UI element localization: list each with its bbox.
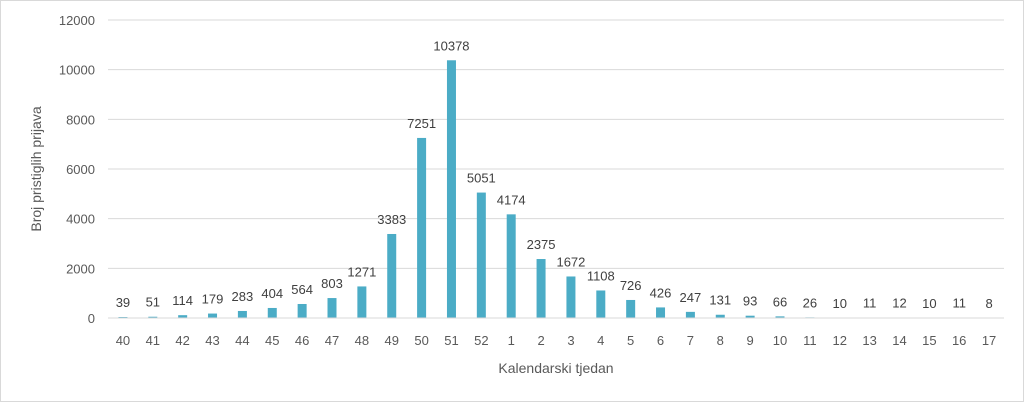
y-axis-title: Broj pristiglih prijava (28, 106, 44, 231)
x-tick-label: 5 (627, 333, 634, 348)
data-label: 7251 (407, 116, 436, 131)
data-labels: 39 51 114 179 283 404 564 803 1271 3383 7251 10378 5… (116, 38, 993, 311)
x-tick-label: 16 (952, 333, 966, 348)
x-tick-label: 8 (717, 333, 724, 348)
data-label: 1271 (347, 264, 376, 279)
data-label: 10 (922, 296, 936, 311)
y-tick-label: 6000 (66, 162, 95, 177)
y-tick-label: 8000 (66, 112, 95, 127)
x-tick-label: 49 (384, 333, 398, 348)
data-label: 564 (291, 282, 313, 297)
x-tick-label: 41 (146, 333, 160, 348)
x-tick-label: 43 (205, 333, 219, 348)
x-tick-label: 17 (982, 333, 996, 348)
x-tick-label: 10 (773, 333, 787, 348)
data-label: 426 (650, 285, 672, 300)
x-tick-label: 13 (862, 333, 876, 348)
bar (267, 307, 277, 318)
x-tick-label: 40 (116, 333, 130, 348)
data-label: 12 (892, 296, 906, 311)
data-label: 10 (832, 296, 846, 311)
bar (148, 316, 158, 318)
bar (178, 315, 188, 318)
x-tick-label: 46 (295, 333, 309, 348)
data-label: 803 (321, 276, 343, 291)
bar (237, 310, 247, 318)
y-tick-label: 0 (88, 311, 95, 326)
bar (417, 137, 427, 318)
data-label: 4174 (497, 192, 526, 207)
x-tick-label: 11 (803, 333, 817, 348)
y-tick-label: 12000 (59, 13, 95, 28)
x-tick-label: 42 (175, 333, 189, 348)
x-tick-label: 50 (414, 333, 428, 348)
bar (387, 233, 397, 318)
x-tick-label: 6 (657, 333, 664, 348)
data-label: 131 (709, 293, 731, 308)
data-label: 11 (952, 296, 966, 311)
data-label: 66 (773, 294, 787, 309)
bar (446, 60, 456, 319)
data-label: 1108 (587, 268, 615, 283)
gridlines (108, 19, 1004, 269)
x-tick-label: 44 (235, 333, 249, 348)
data-label: 10378 (433, 38, 469, 53)
x-axis-title: Kalendarski tjedan (498, 360, 613, 376)
x-tick-label: 2 (537, 333, 544, 348)
bar (476, 192, 486, 318)
bar (506, 214, 516, 318)
x-tick-label: 12 (832, 333, 846, 348)
y-tick-label: 2000 (66, 261, 95, 276)
y-axis-ticks: 0 2000 4000 6000 8000 10000 12000 (59, 13, 95, 326)
x-tick-label: 4 (597, 333, 604, 348)
bar (536, 259, 546, 318)
x-tick-label: 51 (444, 333, 458, 348)
bar (775, 316, 785, 318)
x-tick-label: 15 (922, 333, 936, 348)
bar (715, 314, 725, 318)
x-tick-label: 47 (325, 333, 339, 348)
x-tick-label: 3 (567, 333, 574, 348)
data-label: 179 (202, 292, 224, 307)
y-tick-label: 10000 (59, 63, 95, 78)
bar (596, 290, 606, 318)
data-label: 5051 (467, 171, 496, 186)
x-tick-label: 45 (265, 333, 279, 348)
x-tick-label: 1 (508, 333, 515, 348)
data-label: 51 (146, 295, 160, 310)
data-label: 247 (680, 290, 702, 305)
bar (626, 299, 636, 318)
bar (745, 315, 755, 318)
x-tick-label: 48 (355, 333, 369, 348)
data-label: 8 (985, 296, 992, 311)
bar (297, 303, 307, 318)
bar (685, 311, 695, 318)
x-tick-label: 14 (892, 333, 906, 348)
data-label: 1672 (556, 254, 585, 269)
bar (357, 286, 367, 318)
x-tick-label: 52 (474, 333, 488, 348)
data-label: 39 (116, 295, 130, 310)
data-label: 114 (172, 293, 193, 308)
data-label: 283 (232, 289, 254, 304)
bar (208, 313, 218, 318)
bars (118, 60, 994, 319)
data-label: 726 (620, 278, 642, 293)
x-axis-ticks: 40 41 42 43 44 45 46 47 48 49 50 51 52 1 2 3 4 5 6 7 8 9 10 11 1… (116, 333, 997, 348)
y-tick-label: 4000 (66, 212, 95, 227)
data-label: 3383 (377, 212, 406, 227)
bar (566, 276, 576, 318)
x-tick-label: 7 (687, 333, 694, 348)
x-tick-label: 9 (747, 333, 754, 348)
data-label: 26 (803, 295, 817, 310)
data-label: 404 (261, 286, 283, 301)
bar (656, 307, 666, 318)
bar (327, 298, 337, 318)
data-label: 2375 (527, 237, 556, 252)
data-label: 11 (863, 296, 877, 311)
data-label: 93 (743, 294, 757, 309)
